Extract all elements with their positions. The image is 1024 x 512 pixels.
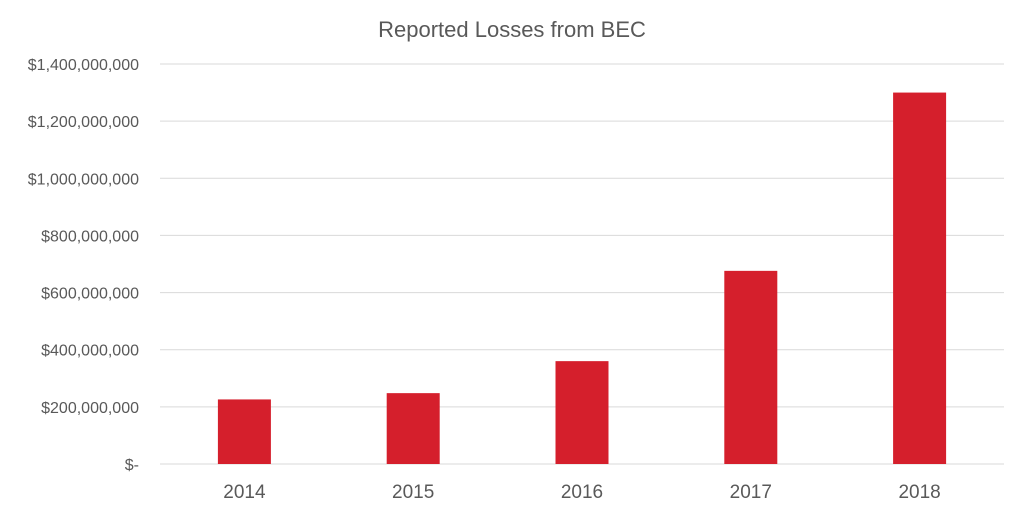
y-axis-tick-labels: $- $200,000,000 $400,000,000 $600,000,000 $8…	[28, 57, 139, 474]
x-tick-label: 2014	[223, 482, 266, 503]
bar-2017	[724, 270, 778, 464]
x-tick-label: 2017	[730, 482, 772, 503]
bar-2016	[555, 361, 609, 464]
gridlines	[160, 63, 1004, 465]
x-tick-label: 2018	[898, 482, 940, 503]
bar-2018	[893, 92, 947, 465]
y-tick-label: $1,400,000,000	[28, 57, 139, 74]
y-tick-label: $600,000,000	[41, 286, 139, 303]
bar-2014	[217, 399, 271, 464]
y-tick-label: $200,000,000	[41, 400, 139, 417]
bar-2015	[386, 393, 440, 464]
y-tick-label: $800,000,000	[41, 228, 139, 245]
y-tick-label: $-	[125, 457, 139, 474]
x-tick-label: 2016	[561, 482, 603, 503]
y-tick-label: $1,000,000,000	[28, 171, 139, 188]
y-tick-label: $400,000,000	[41, 343, 139, 360]
chart-title: Reported Losses from BEC	[378, 17, 646, 42]
bars	[217, 92, 947, 465]
x-axis-tick-labels: 2014 2015 2016 2017 2018	[223, 482, 940, 503]
y-tick-label: $1,200,000,000	[28, 114, 139, 131]
x-tick-label: 2015	[392, 482, 434, 503]
